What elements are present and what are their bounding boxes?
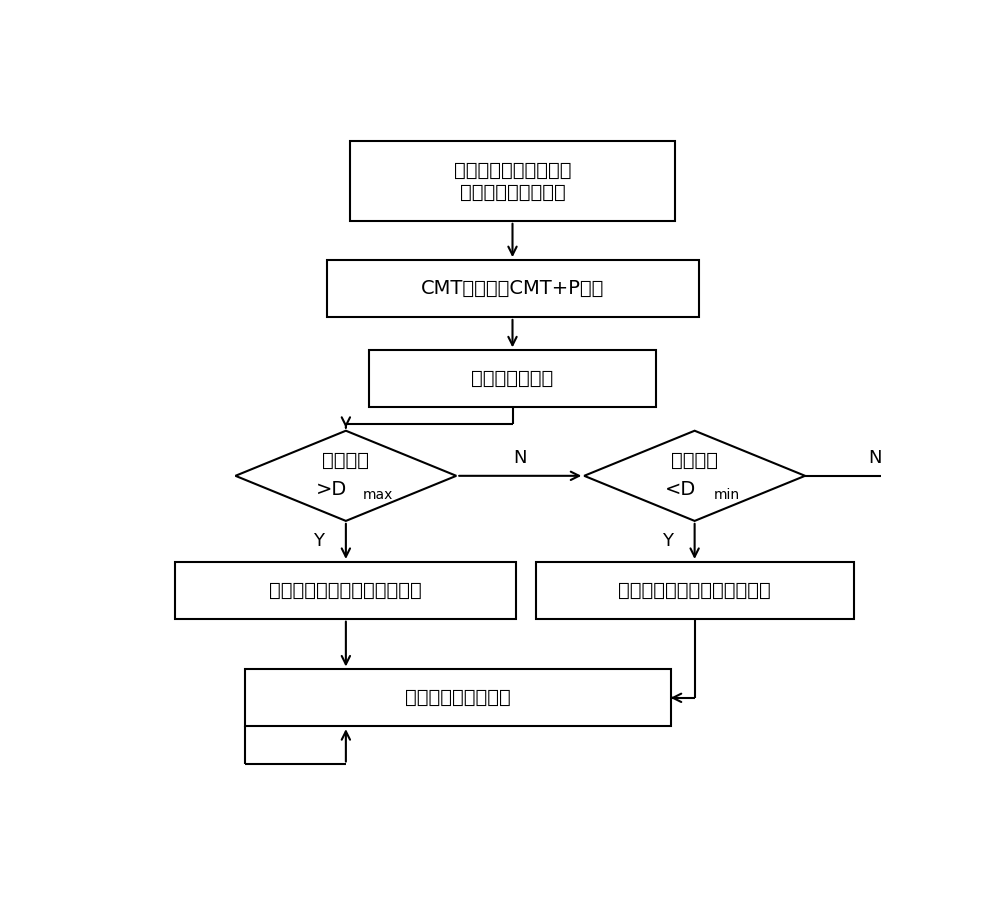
Text: 熔滴直径: 熔滴直径: [671, 451, 718, 470]
Text: max: max: [363, 487, 394, 502]
Polygon shape: [235, 431, 456, 521]
Text: 降低脉冲峰值电流时间和大小: 降低脉冲峰值电流时间和大小: [270, 581, 422, 600]
Text: N: N: [868, 450, 882, 468]
Polygon shape: [584, 431, 805, 521]
Text: N: N: [514, 450, 527, 468]
Text: Y: Y: [662, 532, 673, 551]
Bar: [175, 562, 516, 619]
Text: min: min: [714, 487, 740, 502]
Text: 熔滴形成并长大: 熔滴形成并长大: [471, 369, 554, 388]
Bar: [326, 260, 698, 317]
Bar: [536, 562, 854, 619]
Bar: [369, 350, 656, 407]
Text: 熔滴直径: 熔滴直径: [322, 451, 369, 470]
Bar: [245, 669, 671, 726]
Text: Y: Y: [313, 532, 324, 551]
Text: >D: >D: [316, 480, 348, 499]
Bar: [350, 141, 675, 221]
Text: 波形不变，继续增材: 波形不变，继续增材: [405, 688, 511, 707]
Text: <D: <D: [665, 480, 696, 499]
Text: 提高脉冲峰值电流时间和大小: 提高脉冲峰值电流时间和大小: [618, 581, 771, 600]
Text: CMT电源输出CMT+P波形: CMT电源输出CMT+P波形: [421, 279, 604, 298]
Text: 熔滴图像、电信号波形
采集，熔滴直径提取: 熔滴图像、电信号波形 采集，熔滴直径提取: [454, 160, 571, 202]
